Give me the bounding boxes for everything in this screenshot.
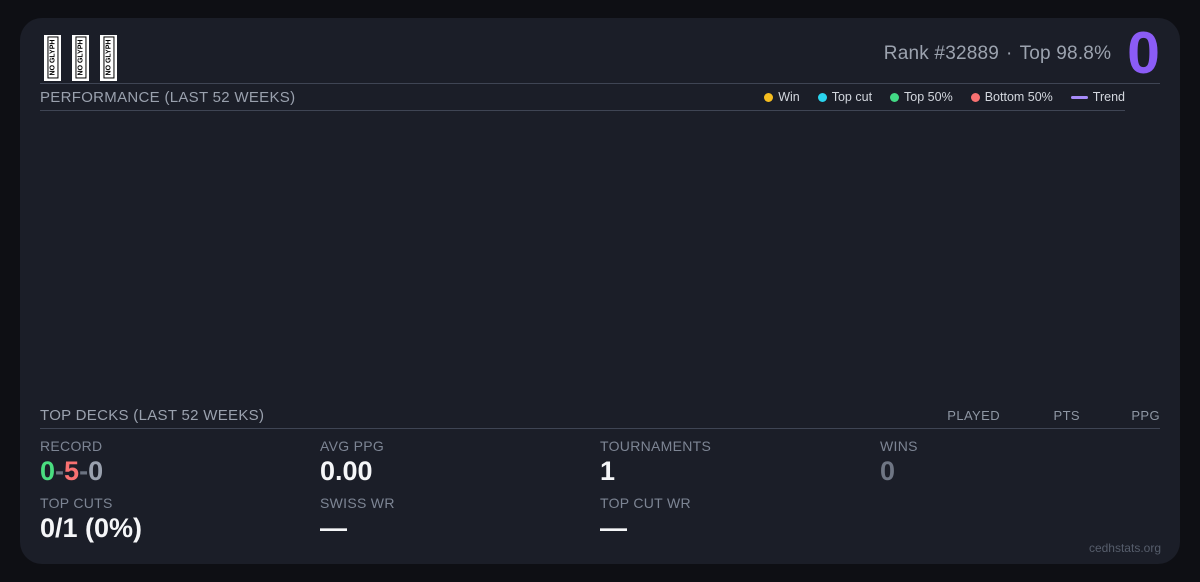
stat-label: RECORD [40,438,103,454]
legend-label: Trend [1092,90,1125,104]
site-watermark: cedhstats.org [1088,541,1161,555]
legend-item-bottom-50: Bottom 50% [970,90,1053,104]
missing-glyph-label: NO GLYPH [103,36,115,79]
rank-text: Rank #32889 · Top 98.8% [884,43,1111,65]
stat-top-cut-wr: TOP CUT WR — [600,495,880,543]
legend-item-top-50: Top 50% [890,90,953,104]
rank-separator: · [1006,42,1013,64]
legend-label: Bottom 50% [984,90,1053,104]
missing-glyph-icon: NO GLYPH [44,34,61,81]
stat-label: TOURNAMENTS [600,438,712,454]
top-percent: Top 98.8% [1019,42,1112,64]
win-dot-icon [764,92,774,102]
summary-stats-grid: RECORD 0-5-0 AVG PPG 0.00 TOURNAMENTS 1 … [40,429,1160,543]
stat-record: RECORD 0-5-0 [40,438,320,486]
legend-item-trend: Trend [1070,90,1125,104]
tournaments-value: 1 [600,456,616,486]
stat-label: WINS [880,438,918,454]
score-value: 0 [1127,20,1160,86]
performance-header-row: PERFORMANCE (LAST 52 WEEKS) Win Top cut … [40,84,1125,111]
stat-label: TOP CUT WR [600,495,691,511]
legend-label: Top 50% [904,90,953,104]
top-decks-header-row: TOP DECKS (LAST 52 WEEKS) PLAYED PTS PPG [40,403,1160,429]
stat-avg-ppg: AVG PPG 0.00 [320,438,600,486]
avg-ppg-value: 0.00 [320,456,373,486]
record-separator: - [79,456,89,486]
card-header: NO GLYPH NO GLYPH NO GLYPH Rank #32889 · T… [40,18,1160,84]
bottom-50-dot-icon [970,92,980,102]
stat-label: TOP CUTS [40,495,113,511]
record-losses: 5 [64,456,80,486]
record-draws: 0 [88,456,104,486]
missing-glyph-label: NO GLYPH [75,36,87,79]
stat-top-cuts: TOP CUTS 0/1 (0%) [40,495,320,543]
legend-item-win: Win [764,90,800,104]
legend-label: Win [778,90,800,104]
player-stats-card: NO GLYPH NO GLYPH NO GLYPH Rank #32889 · T… [20,18,1180,564]
column-header-ppg: PPG [1131,408,1160,423]
stat-wins: WINS 0 [880,438,1160,486]
rank-summary: Rank #32889 · Top 98.8% 0 [884,24,1160,83]
performance-section-title: PERFORMANCE (LAST 52 WEEKS) [40,88,296,106]
top-cut-wr-value: — [600,513,627,543]
top-decks-section-title: TOP DECKS (LAST 52 WEEKS) [40,407,265,424]
performance-chart-area [40,111,1160,403]
swiss-wr-value: — [320,513,347,543]
top-cut-dot-icon [817,92,827,102]
missing-glyph-icon: NO GLYPH [100,34,117,81]
legend-item-top-cut: Top cut [817,90,873,104]
stat-tournaments: TOURNAMENTS 1 [600,438,880,486]
record-value: 0-5-0 [40,456,320,486]
rank-number: Rank #32889 [883,42,1000,64]
stat-label: AVG PPG [320,438,385,454]
top-50-dot-icon [890,92,900,102]
trend-line-icon [1070,95,1088,99]
chart-legend: Win Top cut Top 50% Bottom 50% Trend [764,90,1125,104]
missing-glyph-icon: NO GLYPH [72,34,89,81]
top-decks-column-headers: PLAYED PTS PPG [920,408,1160,423]
wins-value: 0 [880,456,896,486]
record-wins: 0 [40,456,56,486]
stat-label: SWISS WR [320,495,395,511]
record-separator: - [55,456,65,486]
commander-color-glyphs: NO GLYPH NO GLYPH NO GLYPH [44,34,117,81]
stat-empty-cell [880,495,1160,543]
stat-swiss-wr: SWISS WR — [320,495,600,543]
missing-glyph-label: NO GLYPH [47,36,59,79]
column-header-pts: PTS [1053,408,1080,423]
column-header-played: PLAYED [947,408,1000,423]
top-cuts-value: 0/1 (0%) [40,513,143,543]
legend-label: Top cut [831,90,873,104]
